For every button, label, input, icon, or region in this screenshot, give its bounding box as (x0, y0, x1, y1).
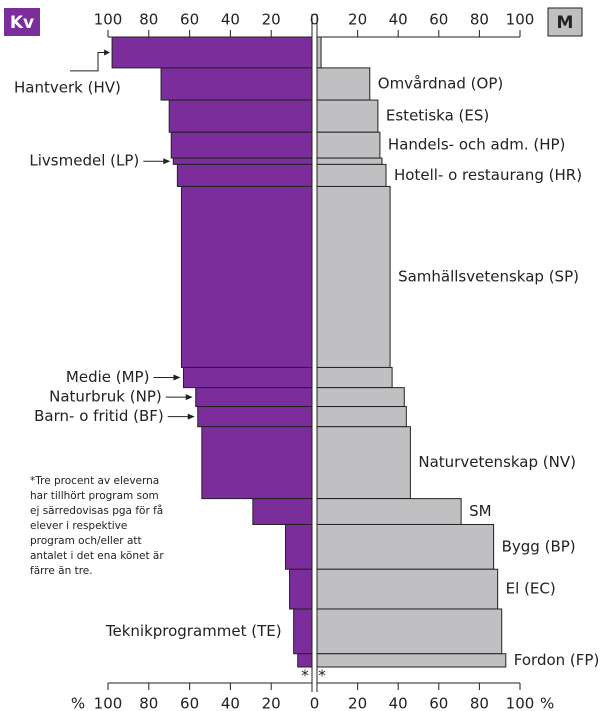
row-label: Naturbruk (NP) (49, 388, 162, 406)
unit-label: % (71, 695, 85, 711)
row-label: Naturvetenskap (NV) (418, 453, 576, 471)
tick-label: 40 (221, 11, 240, 29)
tick-label: 60 (429, 11, 448, 29)
bar (316, 653, 507, 668)
tick-label: 20 (262, 11, 281, 29)
footnote: *Tre procent av eleverna (30, 475, 159, 487)
asterisk: * (301, 667, 309, 685)
row-label: SM (469, 502, 491, 520)
tick-label: 100 (94, 695, 123, 711)
asterisk: * (318, 667, 326, 685)
tick-label: 100 (506, 695, 535, 711)
bar (172, 157, 313, 165)
row-label: Medie (MP) (66, 368, 150, 386)
tick-label: 60 (429, 695, 448, 711)
bar (316, 131, 381, 159)
bar (316, 157, 383, 165)
bar (316, 185, 391, 368)
tick-label: 0 (310, 11, 320, 29)
tick-label: 100 (506, 11, 535, 29)
footnote: ej särredovisas pga för få (30, 504, 163, 517)
bar (316, 163, 387, 187)
footnote: färre än tre. (30, 565, 93, 577)
tick-label: 20 (348, 695, 367, 711)
tick-label: 80 (139, 695, 158, 711)
left-badge-label: Kv (10, 13, 34, 33)
tick-label: 40 (221, 695, 240, 711)
arrow (70, 51, 109, 72)
bar (182, 366, 313, 389)
footnote: program och/eller att (30, 535, 142, 547)
bar (170, 131, 313, 159)
bar (284, 523, 313, 570)
tick-label: 0 (310, 695, 320, 711)
bar (289, 568, 313, 610)
row-label: Barn- o fritid (BF) (34, 407, 164, 425)
bar (180, 185, 313, 368)
row-label: Teknikprogrammet (TE) (105, 622, 282, 640)
bar (316, 498, 462, 525)
arrow-head (163, 158, 171, 165)
arrow-head (104, 49, 111, 56)
tick-label: 60 (180, 695, 199, 711)
arrow-head (185, 394, 193, 401)
bar (197, 406, 313, 428)
bar (252, 498, 313, 525)
tick-label: 20 (348, 11, 367, 29)
tick-label: 80 (139, 11, 158, 29)
row-label: Omvårdnad (OP) (378, 74, 503, 92)
tick-label: 80 (470, 11, 489, 29)
right-badge (547, 7, 583, 37)
bar (176, 163, 313, 187)
row-label: Hantverk (HV) (14, 78, 121, 96)
left-badge (4, 8, 40, 36)
arrow-head (173, 374, 181, 381)
bar (316, 406, 407, 428)
tick-label: 100 (94, 11, 123, 29)
tick-label: 80 (470, 695, 489, 711)
footnote: antalet i det ena könet är (30, 550, 164, 562)
unit-label: % (540, 695, 554, 711)
row-label: Handels- och adm. (HP) (388, 136, 565, 154)
row-label: Livsmedel (LP) (29, 152, 139, 170)
bar (316, 99, 379, 133)
right-badge-label: M (557, 13, 574, 33)
tick-label: 60 (180, 11, 199, 29)
footnote: elever i respektive (30, 520, 127, 532)
bar (316, 387, 405, 408)
footnote: har tillhört program som (30, 490, 159, 502)
row-label: El (EC) (506, 580, 556, 598)
tick-label: 20 (262, 695, 281, 711)
row-label: Hotell- o restaurang (HR) (394, 166, 582, 184)
bar (316, 523, 495, 570)
bar (293, 608, 313, 655)
tick-label: 40 (389, 11, 408, 29)
bar (111, 36, 313, 69)
bar (316, 568, 499, 610)
bar (316, 366, 393, 389)
bar (316, 67, 371, 101)
arrow-head (187, 413, 195, 420)
bar (316, 608, 503, 655)
bar (168, 99, 313, 133)
bar (297, 653, 313, 668)
row-label: Bygg (BP) (502, 537, 576, 555)
bar (201, 426, 313, 500)
bar (316, 36, 322, 69)
bar (195, 387, 313, 408)
row-label: Samhällsvetenskap (SP) (398, 267, 579, 285)
row-label: Estetiska (ES) (386, 107, 489, 125)
row-label: Fordon (FP) (514, 651, 600, 669)
tick-label: 40 (389, 695, 408, 711)
bar (316, 426, 411, 500)
bar (160, 67, 313, 101)
